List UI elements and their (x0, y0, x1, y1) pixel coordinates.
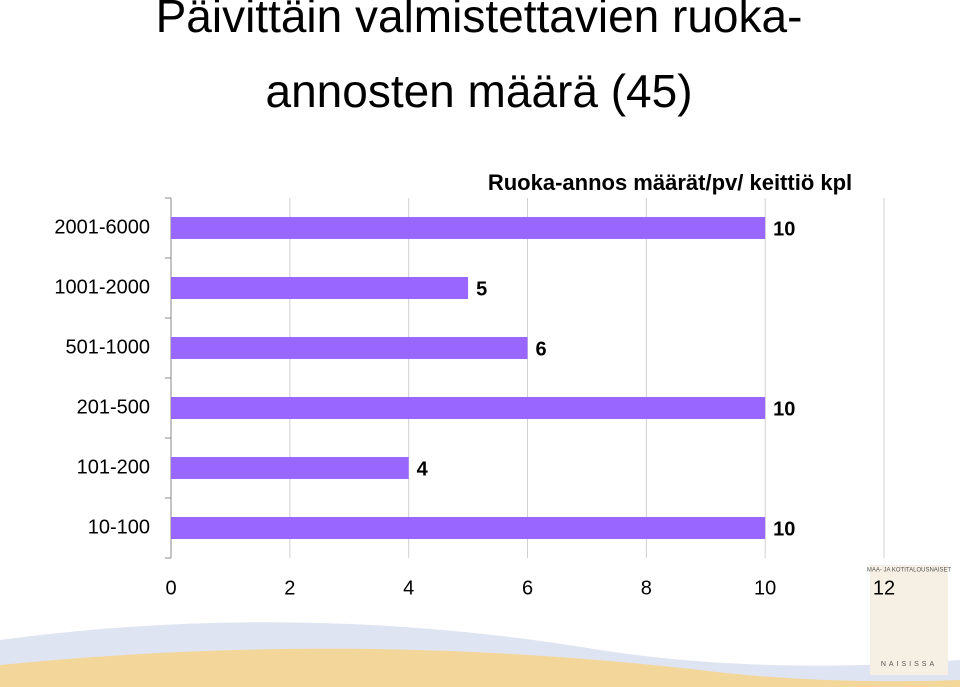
logo: MAA- JA KOTITALOUSNAISET NAISISSA (867, 565, 952, 675)
x-tick-label: 10 (754, 577, 776, 599)
y-tick-label: 501-1000 (65, 336, 150, 358)
y-tick-label: 1001-2000 (54, 276, 150, 298)
value-label: 6 (536, 338, 547, 360)
chart-title: Ruoka-annos määrät/pv/ keittiö kpl (488, 170, 852, 195)
x-tick-label: 4 (403, 577, 414, 599)
logo-text: MAA- JA KOTITALOUSNAISET (867, 568, 952, 574)
slide-title: Päivittäin valmistettavien ruoka- (156, 0, 803, 42)
value-label: 4 (417, 458, 429, 480)
bar (171, 517, 766, 539)
decor-swoosh (0, 648, 960, 687)
bar (171, 337, 528, 359)
logo-box (870, 565, 948, 675)
y-tick-label: 10-100 (88, 516, 150, 538)
y-tick-label: 101-200 (77, 456, 150, 478)
value-label: 10 (773, 398, 795, 420)
value-label: 5 (476, 278, 487, 300)
x-tick-label: 2 (284, 577, 295, 599)
value-label: 10 (773, 218, 795, 240)
x-tick-label: 12 (873, 577, 895, 599)
x-tick-label: 6 (522, 577, 533, 599)
bar (171, 277, 469, 299)
x-tick-label: 0 (165, 577, 176, 599)
slide-title: annosten määrä (45) (265, 65, 692, 117)
y-tick-label: 2001-6000 (54, 216, 150, 238)
bar (171, 217, 766, 239)
y-tick-label: 201-500 (77, 396, 150, 418)
value-label: 10 (773, 518, 795, 540)
logo-text: NAISISSA (881, 661, 937, 668)
x-tick-label: 8 (641, 577, 652, 599)
bar (171, 397, 766, 419)
bar (171, 457, 409, 479)
